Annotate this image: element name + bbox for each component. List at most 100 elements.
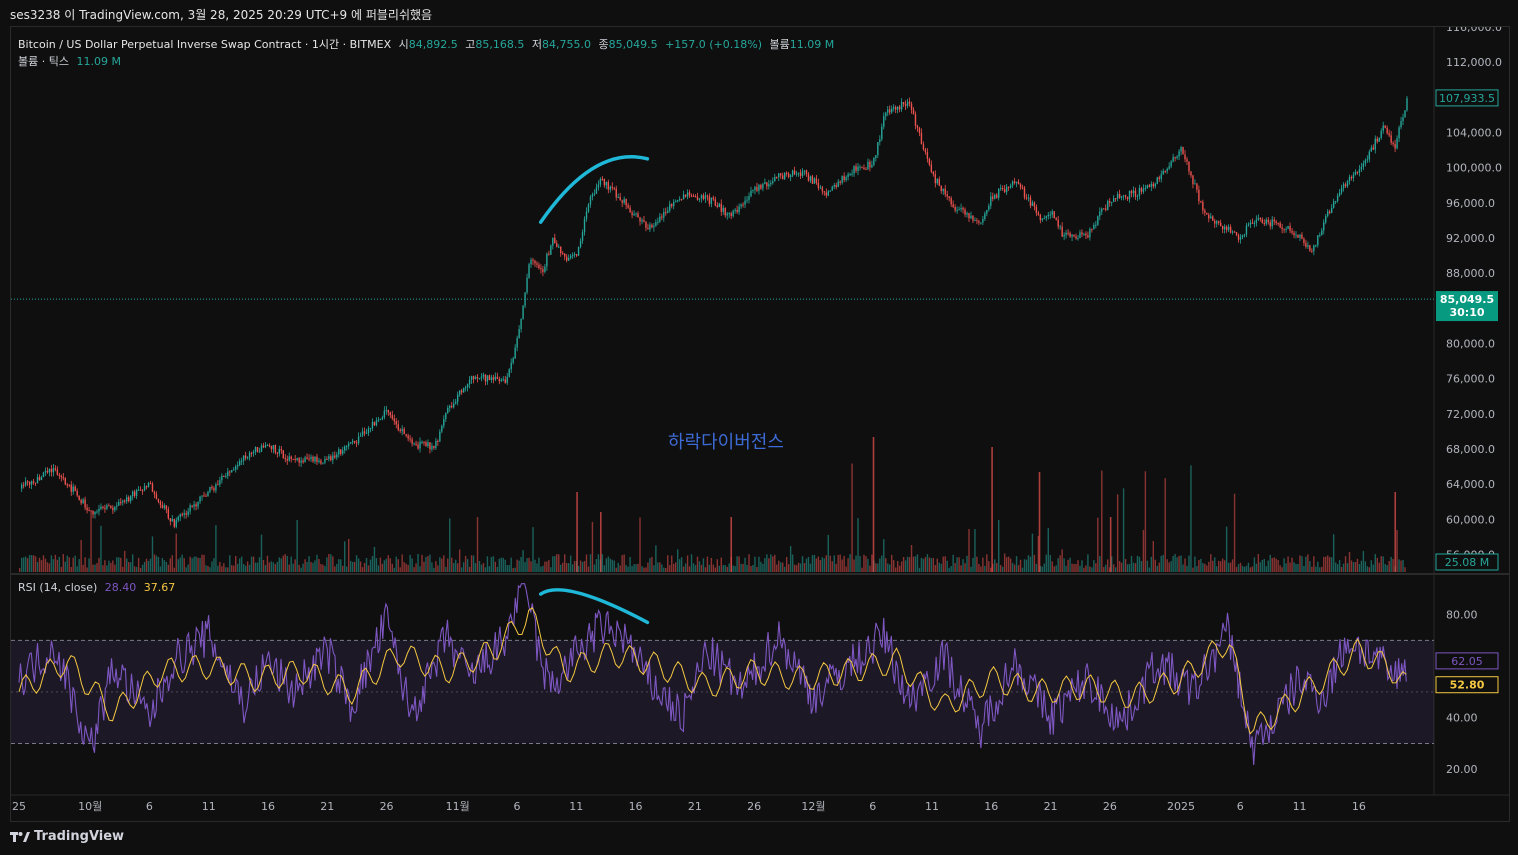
candle-body xyxy=(835,185,837,188)
volume-bar xyxy=(1168,562,1170,572)
candle-body xyxy=(556,243,558,248)
time-axis-label: 6 xyxy=(514,800,521,813)
price-trendline-annotation[interactable] xyxy=(538,154,650,224)
candle-body xyxy=(328,456,330,460)
volume-bar xyxy=(211,561,213,572)
candle-body xyxy=(211,486,213,489)
candle-body xyxy=(169,518,172,522)
candle-body xyxy=(1311,250,1313,252)
divergence-annotation-text[interactable]: 하락다이버전스 xyxy=(668,432,784,453)
candle-body xyxy=(401,429,403,432)
volume-bar xyxy=(139,567,142,572)
volume-bar xyxy=(821,557,824,572)
candle-body xyxy=(663,212,665,218)
volume-bar xyxy=(988,561,990,572)
volume-bar xyxy=(861,567,863,572)
candle-body xyxy=(484,374,487,382)
candle-body xyxy=(381,417,384,420)
candle-body xyxy=(183,513,185,515)
rsi-title[interactable]: RSI (14, close) xyxy=(18,581,98,594)
volume-bar xyxy=(690,554,693,572)
volume-bar xyxy=(560,564,562,572)
volume-bar xyxy=(1025,559,1028,572)
time-axis-label: 6 xyxy=(869,800,876,813)
volume-bar xyxy=(106,565,108,572)
candle-body xyxy=(233,469,235,471)
candle-body xyxy=(1212,216,1214,221)
candle-body xyxy=(1352,174,1355,179)
current-price-tag: 85,049.5 xyxy=(1440,293,1494,306)
volume-bar xyxy=(1126,564,1129,572)
price-tick-label: 68,000.0 xyxy=(1446,443,1495,456)
candle-body xyxy=(371,421,374,429)
volume-bar xyxy=(552,556,554,572)
volume-bar xyxy=(1148,567,1151,572)
candle-body xyxy=(44,470,47,473)
candle-body xyxy=(986,209,988,214)
volume-bar xyxy=(359,561,362,572)
candle-body xyxy=(1134,190,1137,197)
time-axis-label: 11 xyxy=(569,800,583,813)
volume-bar xyxy=(199,557,201,572)
candle-body xyxy=(587,204,590,212)
candle-body xyxy=(1000,188,1002,190)
rsi-trendline-annotation[interactable] xyxy=(538,588,650,625)
volume-bar xyxy=(1398,559,1400,572)
candle-body xyxy=(914,114,917,126)
candle-body xyxy=(1005,186,1008,193)
candle-body xyxy=(262,445,265,448)
candle-body xyxy=(1275,221,1277,224)
volume-bar xyxy=(750,566,752,572)
candle-body xyxy=(879,139,881,143)
candle-body xyxy=(996,194,998,198)
volume-bar xyxy=(312,562,314,572)
candle-body xyxy=(24,481,27,486)
price-tick-label: 60,000.0 xyxy=(1446,513,1495,526)
candle-body xyxy=(306,457,308,459)
candle-body xyxy=(480,376,483,379)
candle-body xyxy=(982,218,984,223)
candle-body xyxy=(1210,216,1212,219)
candle-body xyxy=(143,486,146,491)
candle-body xyxy=(1144,188,1147,190)
volume-bar xyxy=(30,555,33,572)
volume-bar xyxy=(260,534,263,572)
candle-body xyxy=(1259,217,1262,220)
chart-frame[interactable]: 116,000.0 112,000.0 104,000.0 100,000.0 96,0… xyxy=(10,26,1510,822)
candle-body xyxy=(1338,192,1341,196)
volume-bar xyxy=(744,557,746,572)
volume-bar xyxy=(795,565,798,572)
candle-body xyxy=(397,424,399,430)
volume-bar xyxy=(238,558,241,572)
volume-bar xyxy=(1178,555,1180,572)
volume-bar xyxy=(629,556,631,572)
tradingview-logo[interactable]: TradingView xyxy=(10,829,124,844)
candle-body xyxy=(458,390,461,395)
candle-body xyxy=(639,217,641,222)
volume-bar xyxy=(924,557,927,572)
rsi-line xyxy=(18,583,1407,766)
candle-body xyxy=(791,170,794,176)
candle-body xyxy=(740,204,742,207)
time-axis-label: 12월 xyxy=(801,800,825,813)
candle-body xyxy=(728,213,730,215)
volume-bar xyxy=(1283,558,1285,572)
candle-body xyxy=(540,268,542,270)
candle-body xyxy=(1063,234,1065,237)
candle-body xyxy=(60,475,63,478)
volume-bar xyxy=(153,554,156,572)
candle-body xyxy=(94,512,96,515)
candle-body xyxy=(827,191,829,196)
volume-bar xyxy=(1172,555,1174,572)
price-tick-label: 76,000.0 xyxy=(1446,373,1495,386)
candle-body xyxy=(1142,188,1145,192)
candle-body xyxy=(859,166,861,168)
volume-bar xyxy=(1134,563,1137,572)
volume-bar xyxy=(1107,559,1109,572)
candle-body xyxy=(732,210,734,217)
chart-canvas[interactable]: 116,000.0 112,000.0 104,000.0 100,000.0 96,0… xyxy=(11,27,1509,821)
volume-bar xyxy=(429,554,431,572)
volume-indicator-label[interactable]: 볼륨 · 틱스 xyxy=(18,55,69,68)
symbol-title[interactable]: Bitcoin / US Dollar Perpetual Inverse Sw… xyxy=(18,38,392,51)
volume-bar xyxy=(754,556,756,572)
